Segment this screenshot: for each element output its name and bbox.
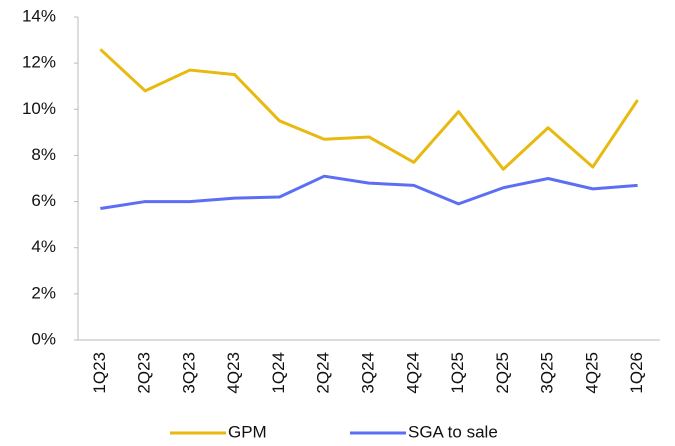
legend-label: GPM bbox=[228, 422, 267, 441]
y-tick-label: 6% bbox=[31, 191, 56, 210]
x-tick-label: 1Q25 bbox=[448, 352, 467, 394]
y-tick-label: 12% bbox=[22, 53, 56, 72]
legend-label: SGA to sale bbox=[408, 422, 498, 441]
series-line bbox=[99, 48, 639, 171]
y-tick-label: 4% bbox=[31, 237, 56, 256]
x-tick-label: 2Q24 bbox=[314, 352, 333, 394]
series-line bbox=[100, 174, 638, 210]
x-tick-label: 2Q23 bbox=[135, 352, 154, 394]
x-tick-label: 3Q23 bbox=[179, 352, 198, 394]
x-tick-label: 4Q25 bbox=[582, 352, 601, 394]
y-tick-label: 10% bbox=[22, 99, 56, 118]
x-tick-label: 4Q24 bbox=[403, 352, 422, 394]
x-tick-label: 1Q24 bbox=[269, 352, 288, 394]
y-tick-label: 0% bbox=[31, 329, 56, 348]
y-tick-label: 2% bbox=[31, 283, 56, 302]
x-tick-label: 4Q23 bbox=[224, 352, 243, 394]
x-tick-label: 3Q25 bbox=[538, 352, 557, 394]
x-tick-label: 2Q25 bbox=[493, 352, 512, 394]
x-tick-label: 3Q24 bbox=[358, 352, 377, 394]
y-tick-label: 8% bbox=[31, 145, 56, 164]
x-tick-label: 1Q23 bbox=[90, 352, 109, 394]
y-tick-label: 14% bbox=[22, 6, 56, 25]
x-tick-label: 1Q26 bbox=[627, 352, 646, 394]
